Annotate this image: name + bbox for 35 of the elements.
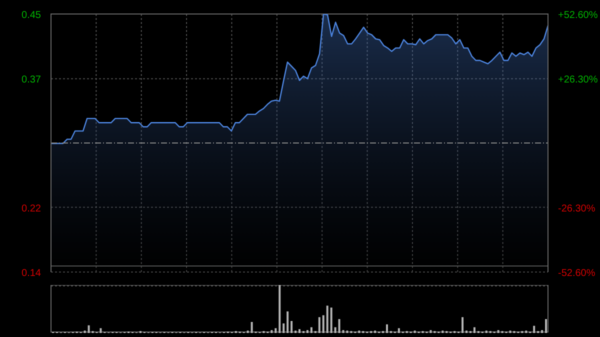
bar: [386, 324, 388, 333]
y-tick-label: 0.14: [22, 268, 42, 279]
bar: [310, 327, 312, 333]
y-tick-label: 0.45: [22, 10, 42, 21]
bar: [88, 325, 90, 333]
bar: [334, 327, 336, 333]
bar: [322, 315, 324, 333]
bar: [533, 326, 536, 333]
y2-tick-label: -26.30%: [558, 204, 596, 214]
y2-tick-label: +26.30%: [558, 74, 598, 86]
bar: [545, 319, 548, 333]
bar: [318, 317, 320, 333]
bar: [541, 330, 544, 333]
bar: [330, 308, 332, 333]
bar: [398, 328, 400, 333]
bar: [430, 330, 432, 333]
y-tick-label: 0.37: [22, 74, 42, 86]
bar: [338, 319, 340, 333]
bar: [497, 330, 500, 333]
y2-tick-label: +52.60%: [558, 10, 598, 21]
bar: [473, 327, 476, 333]
bar: [278, 285, 281, 333]
bar: [274, 328, 277, 333]
bar: [282, 323, 285, 333]
bar: [326, 306, 328, 333]
y2-tick-label: -52.60%: [558, 268, 596, 279]
bar: [306, 330, 308, 333]
bar: [100, 328, 102, 333]
bar: [270, 330, 273, 333]
bar: [298, 329, 301, 333]
bar: [290, 321, 293, 333]
bar: [462, 317, 464, 333]
bar: [250, 322, 253, 333]
y-tick-label: 0.22: [22, 203, 42, 214]
bar: [286, 311, 289, 333]
